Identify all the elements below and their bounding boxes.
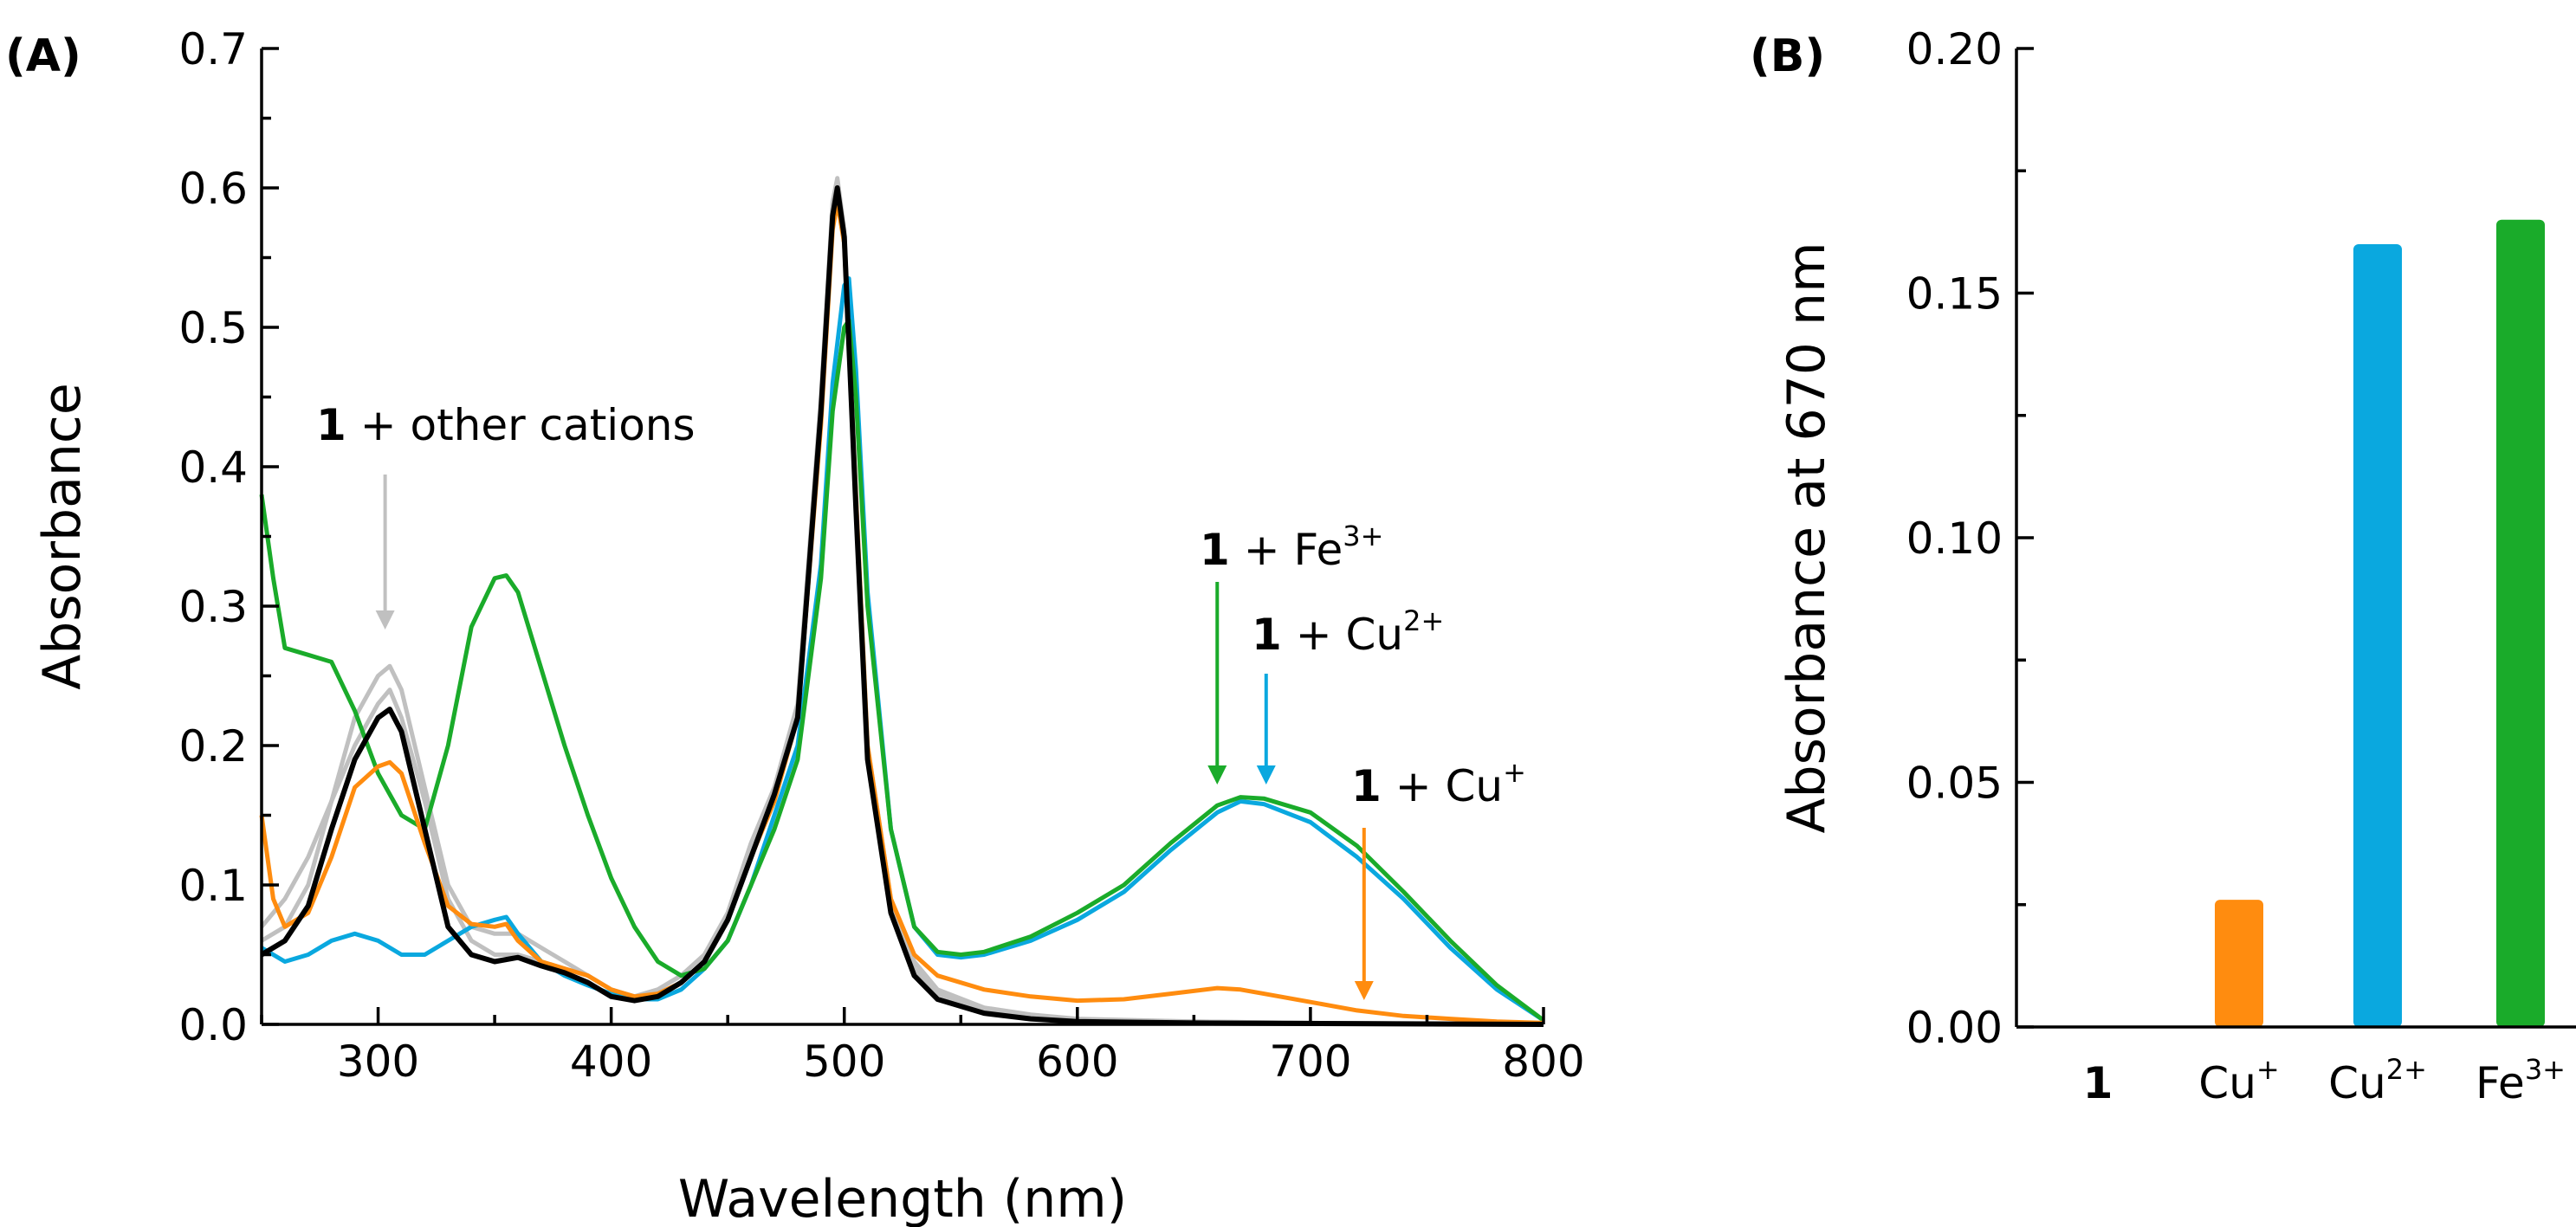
annotation-other-cations: 1 + other cations (316, 400, 696, 450)
panel-b-chart: (B) 0.00 0.05 0.10 0.15 0.20 Absorbance at 67… (1750, 24, 2576, 1108)
b-y-tick-label: 0.05 (1906, 759, 2003, 809)
bar-2 (2353, 244, 2402, 1027)
x-tick-label: 700 (1269, 1036, 1351, 1087)
y-tick-label: 0.6 (178, 164, 248, 214)
x-axis-title: Wavelength (nm) (678, 1169, 1127, 1227)
panel-a-series-group (259, 176, 1545, 1027)
y-tick-label: 0.2 (178, 721, 248, 772)
panel-a-chart: (A) 300 400 500 600 700 800 0.0 0.1 0.2 0.3 0.4 0.5… (5, 24, 1585, 1227)
x-tick-label: 500 (803, 1036, 885, 1087)
y-tick-label: 0.1 (178, 861, 248, 911)
panel-b-axes: 0.00 0.05 0.10 0.15 0.20 Absorbance at 670 nm… (1777, 24, 2576, 1108)
b-y-tick-label: 0.10 (1906, 513, 2003, 564)
arrow-fe3 (1207, 582, 1227, 785)
x-tick-label: 400 (570, 1036, 652, 1087)
y-tick-label: 0.0 (178, 1000, 248, 1050)
annotation-fe3: 1 + Fe3+ (1200, 520, 1383, 575)
b-category-label: Fe3+ (2476, 1053, 2566, 1108)
series-line-other_a (260, 176, 1544, 1027)
annotation-cu1: 1 + Cu+ (1351, 756, 1526, 811)
b-y-tick-label: 0.00 (1906, 1003, 2003, 1053)
b-category-label: Cu+ (2198, 1053, 2279, 1108)
y-axis-title: Absorbance (32, 383, 93, 690)
y-tick-label: 0.7 (178, 24, 248, 74)
b-y-axis-title: Absorbance at 670 nm (1777, 242, 1837, 833)
panel-b-label: (B) (1750, 30, 1825, 82)
b-category-label: Cu2+ (2328, 1053, 2427, 1108)
b-y-tick-label: 0.15 (1906, 269, 2003, 320)
b-category-label: 1 (2083, 1058, 2113, 1108)
arrow-cu1 (1354, 828, 1374, 1000)
x-tick-label: 300 (337, 1036, 419, 1087)
y-tick-label: 0.4 (178, 442, 248, 493)
panel-b-bars (2215, 219, 2545, 1027)
annotation-cu2: 1 + Cu2+ (1252, 604, 1444, 660)
series-line-free (260, 185, 1544, 1027)
bar-3 (2496, 219, 2545, 1027)
bar-1 (2215, 900, 2263, 1027)
panel-a-axes: 300 400 500 600 700 800 0.0 0.1 0.2 0.3 0.4 0.5 0.6 0… (32, 24, 1585, 1227)
series-line-fe3 (259, 318, 1545, 1023)
arrow-cu2 (1256, 674, 1276, 785)
y-tick-label: 0.5 (178, 303, 248, 353)
panel-a-label: (A) (5, 30, 81, 82)
arrow-other-cations (375, 475, 395, 630)
panel-a-annotations: 1 + other cations 1 + Fe3+ 1 + Cu2+ 1 + Cu+ (316, 400, 1526, 1000)
x-tick-label: 600 (1036, 1036, 1118, 1087)
y-tick-label: 0.3 (178, 582, 248, 632)
b-y-tick-label: 0.20 (1906, 24, 2003, 74)
x-tick-label: 800 (1502, 1036, 1584, 1087)
